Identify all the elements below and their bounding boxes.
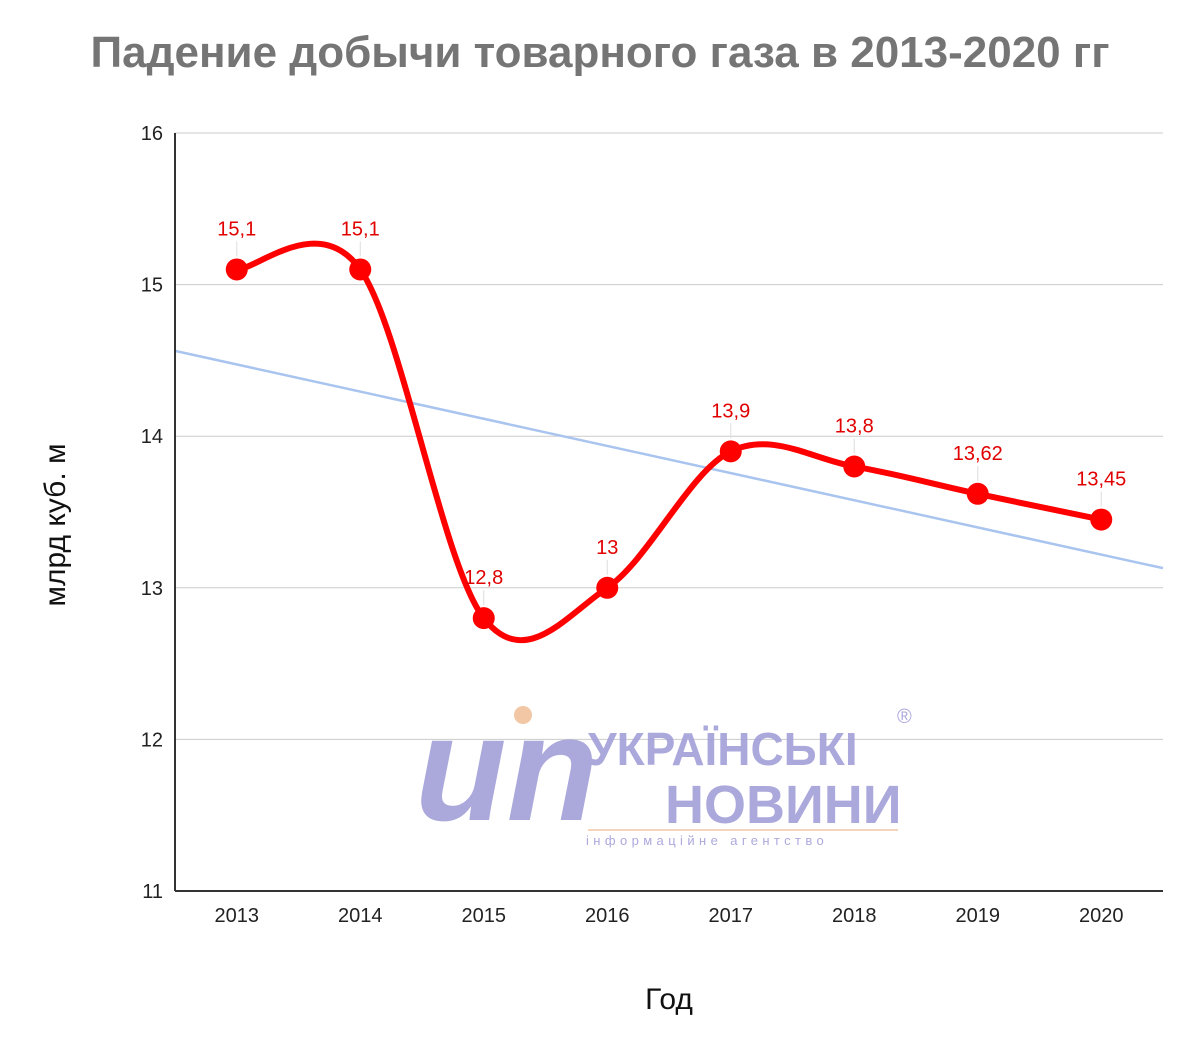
chart-title: Падение добычи товарного газа в 2013-202… <box>90 28 1110 77</box>
watermark-tagline: інформаційне агентство <box>586 833 828 848</box>
series-group <box>225 240 1113 644</box>
data-label: 15,1 <box>217 218 256 240</box>
x-tick-label: 2020 <box>1079 905 1124 927</box>
data-point <box>596 576 619 599</box>
data-label: 13,8 <box>835 416 874 438</box>
x-tick-label: 2019 <box>956 905 1001 927</box>
watermark-line2: НОВИНИ <box>665 775 902 835</box>
data-label: 12,8 <box>464 567 503 589</box>
x-tick-label: 2013 <box>215 905 260 927</box>
y-tick-label: 12 <box>141 729 163 751</box>
x-tick-label: 2014 <box>338 905 383 927</box>
data-point <box>349 258 372 281</box>
data-label: 13 <box>596 537 618 559</box>
watermark-line1: УКРАЇНСЬКІ <box>588 723 858 775</box>
x-tick-label: 2018 <box>832 905 877 927</box>
axes: 11 12 13 14 15 16 2013 2014 2015 2016 2017 2018 2019… <box>141 123 1163 927</box>
series-line <box>233 240 1105 644</box>
gridlines <box>175 132 1163 740</box>
data-point <box>966 482 989 505</box>
y-axis-title: млрд куб. м <box>39 443 72 606</box>
watermark-logo: un УКРАЇНСЬКІ НОВИНИ інформаційне агентс… <box>415 684 912 852</box>
data-point <box>719 440 742 463</box>
y-tick-label: 16 <box>141 123 163 145</box>
data-point <box>472 607 495 630</box>
trendline <box>174 349 1164 570</box>
data-labels: 15,1 15,1 12,8 13 13,9 13,8 13,62 13,45 <box>217 218 1126 606</box>
y-tick-label: 13 <box>141 578 163 600</box>
data-label: 13,9 <box>711 400 750 422</box>
x-axis-title: Год <box>645 983 693 1016</box>
data-point <box>1090 508 1113 531</box>
data-label: 13,45 <box>1076 469 1126 491</box>
x-tick-label: 2015 <box>462 905 507 927</box>
y-tick-label: 14 <box>141 426 163 448</box>
watermark-dot <box>514 706 532 724</box>
data-label: 15,1 <box>341 218 380 240</box>
trendline-group <box>174 349 1164 570</box>
x-tick-label: 2017 <box>709 905 754 927</box>
watermark-logo-mark: un <box>415 684 598 852</box>
data-label: 13,62 <box>953 443 1003 465</box>
x-tick-label: 2016 <box>585 905 630 927</box>
y-tick-label: 11 <box>142 881 163 903</box>
data-point <box>843 455 866 478</box>
data-point <box>225 258 248 281</box>
watermark-registered: ® <box>897 706 912 728</box>
y-tick-label: 15 <box>141 275 163 297</box>
